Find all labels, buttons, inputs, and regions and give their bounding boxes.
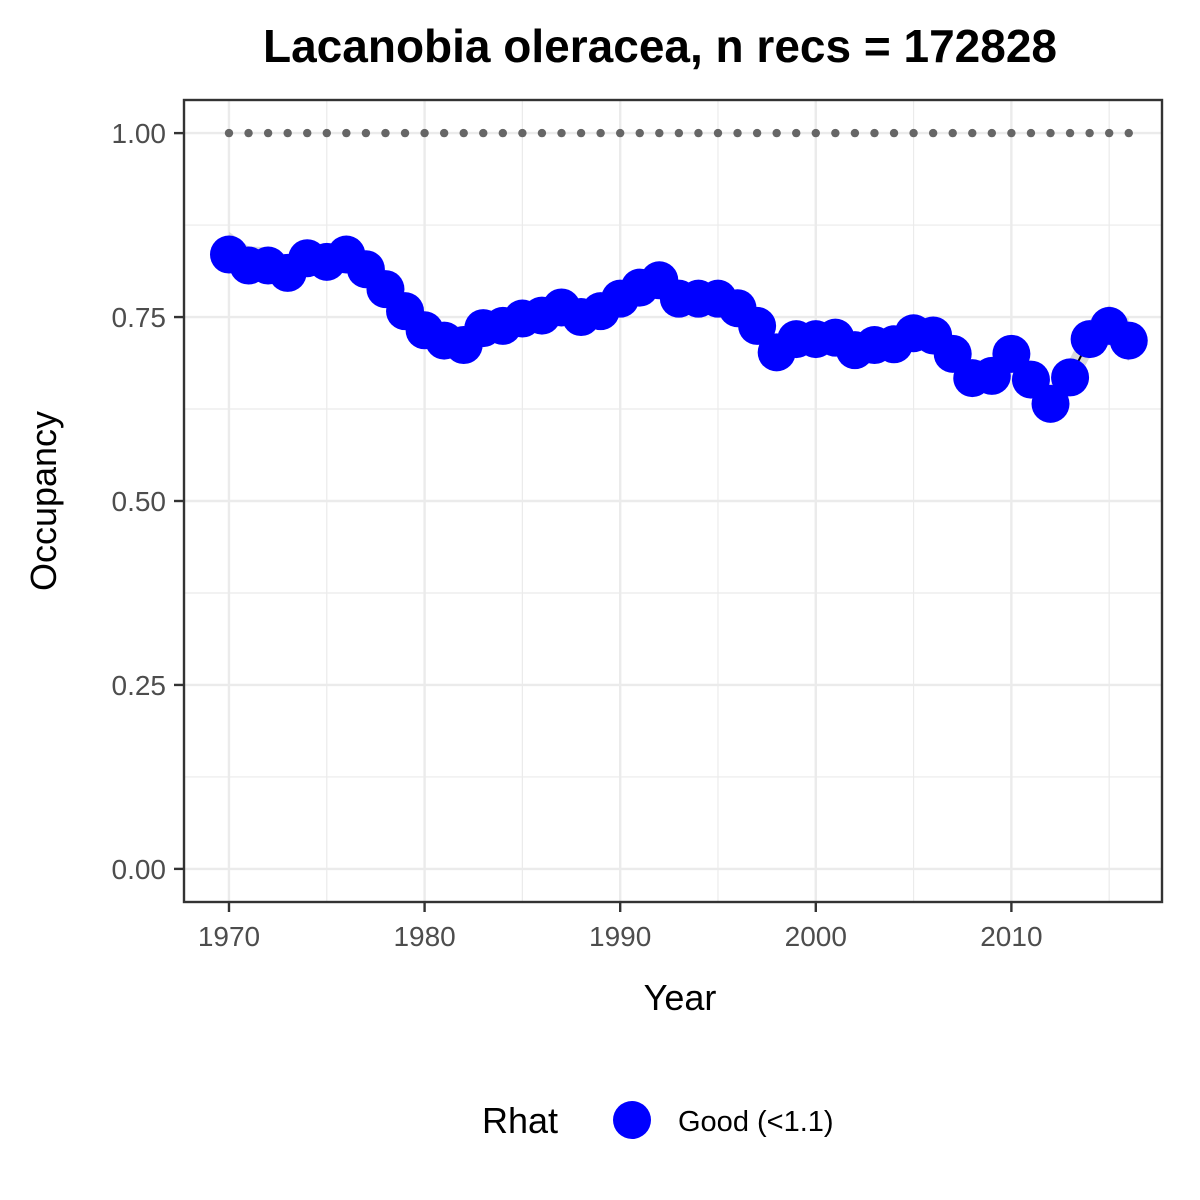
reference-dot-2010 [1007, 128, 1016, 138]
reference-dot-1993 [674, 128, 684, 138]
reference-dot-1991 [635, 128, 644, 138]
reference-dot-1997 [752, 128, 762, 138]
reference-dot-1982 [459, 128, 468, 138]
reference-dot-1971 [244, 128, 253, 138]
reference-dot-1990 [615, 128, 625, 138]
data-point-2016 [1109, 321, 1148, 360]
data-points-layer [209, 235, 1148, 423]
y-axis: 0.00 0.25 0.50 0.75 1.00 [112, 118, 184, 885]
x-tick-label-2: 1990 [589, 921, 651, 952]
reference-dot-1976 [342, 128, 351, 138]
reference-dot-1996 [733, 128, 742, 138]
x-tick-label-4: 2010 [980, 921, 1042, 952]
y-tick-label-3: 0.75 [112, 302, 167, 333]
reference-dot-2008 [968, 128, 977, 138]
reference-line-layer [224, 128, 1133, 138]
reference-dot-2004 [889, 128, 899, 138]
reference-dot-1984 [498, 128, 508, 138]
data-point-2012 [1031, 384, 1070, 423]
reference-dot-1985 [518, 128, 527, 138]
reference-dot-2001 [831, 128, 840, 138]
reference-dot-1970 [224, 128, 234, 138]
reference-dot-2006 [928, 128, 938, 138]
reference-dot-2016 [1124, 128, 1133, 138]
y-axis-title: Occupancy [23, 411, 64, 591]
legend-label-good: Good (<1.1) [678, 1106, 834, 1138]
reference-dot-1975 [322, 128, 331, 138]
data-point-2010 [992, 334, 1031, 373]
reference-dot-2007 [948, 128, 957, 138]
reference-dot-1977 [361, 128, 371, 138]
reference-dot-1994 [694, 128, 703, 138]
reference-dot-1972 [263, 128, 273, 138]
x-axis-title: Year [644, 977, 717, 1018]
reference-dot-1998 [772, 128, 781, 138]
reference-dot-1973 [283, 128, 292, 138]
reference-dot-2000 [811, 128, 820, 138]
reference-dot-1999 [792, 128, 801, 138]
reference-dot-1974 [303, 128, 312, 138]
x-tick-label-3: 2000 [785, 921, 847, 952]
reference-dot-2012 [1046, 128, 1055, 138]
x-tick-label-0: 1970 [198, 921, 260, 952]
y-tick-label-0: 0.00 [112, 854, 167, 885]
reference-dot-2009 [987, 128, 997, 138]
reference-dot-1986 [537, 128, 547, 138]
chart-title: Lacanobia oleracea, n recs = 172828 [263, 20, 1057, 72]
reference-dot-1995 [713, 128, 723, 138]
reference-dot-1979 [400, 128, 410, 138]
reference-dot-2015 [1104, 128, 1114, 138]
reference-dot-1992 [655, 128, 664, 138]
reference-dot-1988 [576, 128, 586, 138]
reference-dot-2011 [1026, 128, 1036, 138]
y-tick-label-2: 0.50 [112, 486, 167, 517]
reference-dot-1980 [420, 128, 429, 138]
reference-dot-1987 [557, 128, 566, 138]
reference-dot-2002 [850, 128, 860, 138]
reference-dot-1989 [596, 128, 605, 138]
legend-title: Rhat [482, 1100, 558, 1141]
reference-dot-2005 [909, 128, 918, 138]
legend: Rhat Good (<1.1) [482, 1100, 834, 1141]
x-tick-label-1: 1980 [393, 921, 455, 952]
y-tick-label-4: 1.00 [112, 118, 167, 149]
y-tick-label-1: 0.25 [112, 670, 167, 701]
reference-dot-1981 [439, 128, 449, 138]
grid-major [184, 100, 1162, 902]
data-point-2013 [1051, 358, 1090, 397]
data-point-1997 [738, 306, 777, 345]
reference-dot-2003 [870, 128, 879, 138]
reference-dot-1983 [479, 128, 488, 138]
reference-dot-1978 [381, 128, 390, 138]
x-axis: 1970 1980 1990 2000 2010 [198, 902, 1043, 952]
legend-key-good [613, 1101, 651, 1139]
reference-dot-2013 [1065, 128, 1075, 138]
reference-dot-2014 [1085, 128, 1094, 138]
